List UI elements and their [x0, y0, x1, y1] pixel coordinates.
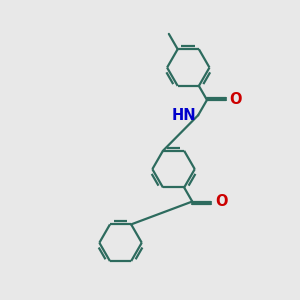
Text: O: O [230, 92, 242, 107]
Text: HN: HN [172, 108, 197, 123]
Text: O: O [215, 194, 227, 209]
